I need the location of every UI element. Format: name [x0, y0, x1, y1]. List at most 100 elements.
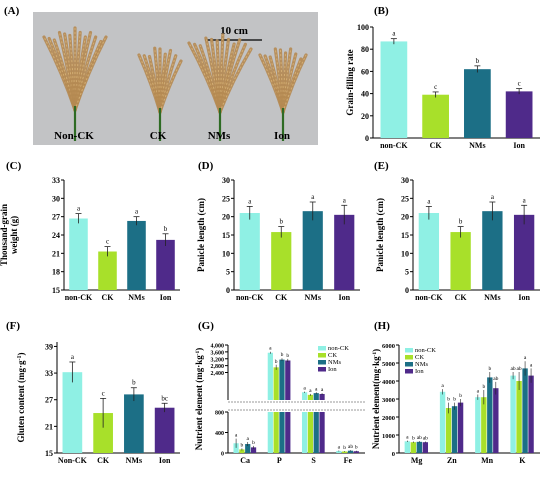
bar-NMs: [482, 211, 503, 290]
significance-letter: a: [441, 383, 444, 389]
category-label: Ion: [159, 456, 171, 465]
legend-swatch: [405, 355, 413, 360]
bar-S-NMs: [313, 393, 319, 400]
y-tick-label: 0: [221, 452, 224, 458]
bar-P-NMs: [279, 359, 285, 400]
y-tick-label: 3000: [382, 397, 395, 404]
y-tick-label: 30: [222, 176, 230, 185]
y-tick-label: 30: [52, 194, 60, 203]
bar-Fe-CK: [342, 451, 348, 453]
category-label: Ion: [338, 293, 350, 302]
y-tick-label: 21: [45, 422, 53, 431]
panicle-grain: [219, 44, 246, 113]
bar-K-non-CK: [510, 375, 516, 453]
bar-P-CK: [273, 367, 279, 400]
chart-E-letter: (E): [374, 160, 389, 172]
bar-Mn-CK: [481, 397, 487, 453]
y-tick-label: 800: [215, 411, 224, 417]
bar-Zn-CK: [445, 408, 452, 453]
panicle-bunch-3: [187, 33, 253, 141]
significance-letter: ab: [348, 444, 353, 450]
legend-label: Ion: [415, 368, 424, 375]
chart-D-letter: (D): [198, 160, 214, 172]
significance-letter: b: [343, 445, 346, 451]
significance-letter: a: [247, 436, 250, 442]
y-tick-label: 0: [405, 286, 409, 295]
bar-non-CK: [380, 41, 408, 138]
panicle: [73, 35, 108, 112]
significance-letter: a: [491, 193, 495, 201]
category-label: Mg: [411, 456, 423, 465]
legend-swatch: [318, 360, 326, 365]
bar-K-Ion: [528, 375, 534, 453]
y-tick-label: 10: [401, 249, 409, 258]
bar-non-CK: [69, 218, 88, 290]
category-label: Non-CK: [58, 456, 88, 465]
y-tick-label: 25: [222, 194, 230, 203]
bar-Ca-NMs: [245, 444, 251, 453]
y-tick-label: 25: [401, 194, 409, 203]
scale-label: 10 cm: [220, 25, 248, 37]
category-label: CK: [275, 293, 288, 302]
bar-Mn-Ion: [493, 388, 499, 453]
legend-swatch: [318, 367, 326, 372]
significance-letter: b: [482, 384, 485, 390]
y-tick-label: 4000: [382, 379, 395, 386]
category-label: NMs: [469, 141, 485, 150]
y-axis-label: Thousand-grain: [0, 204, 9, 266]
bar-CK: [450, 232, 471, 290]
chart-F: (F) 15 21 27 33 39 a Non-CK c CK b NMs bc Ion Gluten c…: [6, 320, 180, 465]
chart-C: (C) 15 18 21 24 27 30 33 a non-CK c CK a NMs b Ion Thous…: [0, 160, 180, 302]
y-tick-label: 2,400: [211, 371, 225, 377]
category-label: Ion: [160, 293, 172, 302]
significance-letter: b: [459, 393, 462, 399]
significance-letter: b: [286, 353, 289, 359]
panicle-grain: [211, 39, 221, 113]
chart-C-letter: (C): [6, 160, 22, 172]
category-label: NMs: [305, 293, 321, 302]
y-tick-label: 5: [405, 268, 409, 277]
chart-B: (B) 0 20 40 60 80 100 a non-CK c CK b NMs c Ion Grain-f…: [345, 5, 540, 150]
bar-CK: [98, 251, 117, 290]
y-tick-label: 2,800: [211, 364, 225, 370]
significance-letter: ab: [423, 435, 428, 441]
significance-letter: a: [315, 386, 318, 392]
bar-Mn-non-CK: [475, 397, 481, 453]
panicle: [218, 47, 253, 114]
legend-label: NMs: [328, 359, 341, 366]
category-label: CK: [102, 293, 115, 302]
photo-label-4: Ion: [274, 130, 290, 142]
significance-letter: b: [252, 440, 255, 446]
legend-swatch: [405, 348, 413, 353]
y-tick-label: 0: [365, 134, 369, 143]
significance-letter: c: [434, 83, 437, 91]
significance-letter: b: [412, 435, 415, 441]
panicle-grain: [219, 39, 241, 113]
legend-label: CK: [415, 354, 424, 361]
legend-label: CK: [328, 352, 337, 359]
bar-P-CK-lower: [273, 412, 279, 453]
bar-P-non-CK-lower: [267, 412, 273, 453]
panicle-bunch-4: [258, 47, 308, 141]
significance-letter: b: [447, 397, 450, 403]
panicle-grain: [159, 60, 182, 113]
legend-label: non-CK: [415, 347, 436, 354]
bar-Fe-Ion: [353, 451, 359, 453]
significance-letter: c: [518, 80, 521, 88]
y-axis-label: weight (g): [9, 216, 19, 254]
panicle-grain: [74, 36, 86, 111]
y-tick-label: 20: [222, 213, 230, 222]
significance-letter: a: [321, 387, 324, 393]
y-tick-label: 15: [222, 231, 230, 240]
category-label: non-CK: [415, 293, 443, 302]
legend-label: non-CK: [328, 345, 349, 352]
y-tick-label: 1000: [382, 433, 395, 440]
y-tick-label: 0: [226, 286, 230, 295]
bar-Ion: [154, 407, 175, 453]
y-tick-label: 39: [45, 342, 53, 351]
bar-S-CK: [307, 394, 314, 400]
significance-letter: a: [303, 386, 306, 392]
significance-letter: a: [309, 388, 312, 394]
y-axis-label: Panicle length (cm): [196, 198, 206, 272]
